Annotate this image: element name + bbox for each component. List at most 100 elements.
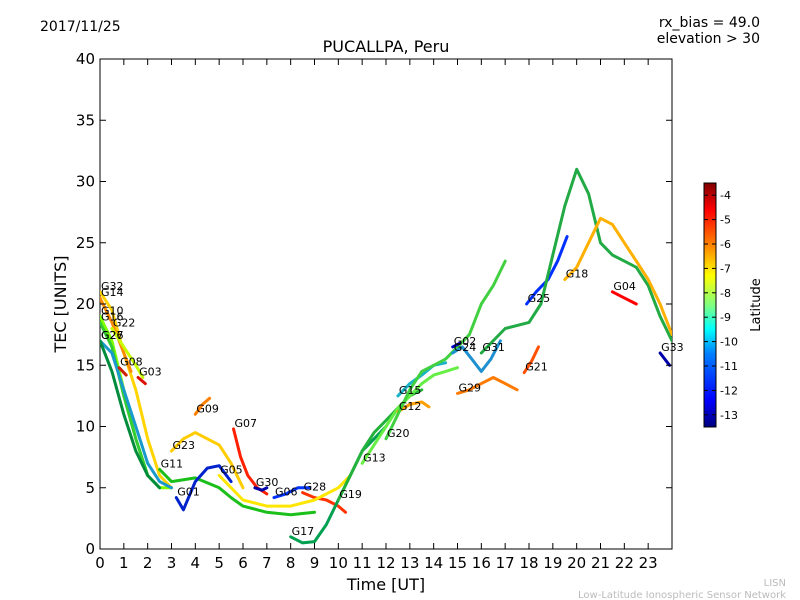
series-line-g29 [456, 376, 519, 395]
y-tick-label: 20 [76, 295, 95, 313]
series-label-g28: G28 [304, 481, 327, 494]
elevation-label: elevation > 30 [657, 31, 760, 47]
series-layer [100, 167, 672, 545]
colorbar-tick-label: -11 [720, 360, 738, 373]
x-tick-label: 1 [119, 554, 129, 572]
series-line-g03 [136, 376, 147, 386]
series-label-g21: G21 [525, 361, 548, 374]
series-label-g12: G12 [399, 400, 422, 413]
series-label-g01: G01 [177, 486, 200, 499]
series-line-g01 [174, 464, 233, 512]
colorbar-tick-label: -10 [720, 336, 738, 349]
x-tick-label: 6 [238, 554, 248, 572]
y-tick-label: 5 [85, 479, 95, 497]
series-line-g22 [110, 327, 145, 379]
x-tick-label: 23 [639, 554, 658, 572]
colorbar-tick-label: -9 [720, 311, 731, 324]
x-tick-label: 22 [615, 554, 634, 572]
y-axis-label: TEC [UNITS] [51, 256, 70, 354]
series-line-g24 [451, 339, 502, 373]
y-tick-label: 30 [76, 173, 95, 191]
y-tick-label: 40 [76, 50, 95, 68]
x-tick-label: 14 [424, 554, 443, 572]
x-tick-label: 20 [567, 554, 586, 572]
colorbar-tick-label: -13 [720, 409, 738, 422]
series-label-g07: G07 [234, 417, 257, 430]
colorbar-ticks: -4 -5 -6 -7 -8 -9 -10 -11 -12 -13 [704, 189, 738, 422]
x-axis-label: Time [UT] [346, 575, 425, 594]
series-line-g21 [522, 345, 540, 375]
series-line-g18 [563, 216, 672, 337]
x-axis: 0 1 2 3 4 5 6 7 8 9 10 11 12 13 14 15 16 17 18 19 20 21 22 23 [95, 59, 658, 572]
x-tick-label: 16 [472, 554, 491, 572]
x-tick-label: 3 [167, 554, 177, 572]
colorbar-tick-label: -4 [720, 189, 731, 202]
date-label: 2017/11/25 [40, 19, 121, 35]
x-tick-label: 4 [191, 554, 201, 572]
series-line-g32 [100, 290, 173, 490]
series-label-g20: G20 [387, 427, 410, 440]
x-tick-label: 21 [591, 554, 610, 572]
x-tick-label: 10 [329, 554, 348, 572]
series-label-g23: G23 [173, 439, 196, 452]
y-tick-label: 25 [76, 234, 95, 252]
series-line-g11 [158, 467, 316, 517]
series-label-g17: G17 [292, 525, 315, 538]
series-line-g04 [610, 290, 638, 306]
x-tick-label: 9 [310, 554, 320, 572]
series-label-g24: G24 [454, 341, 477, 354]
x-tick-label: 17 [496, 554, 515, 572]
colorbar-tick-label: -6 [720, 238, 731, 251]
y-tick-label: 35 [76, 111, 95, 129]
series-line-g26 [100, 339, 162, 490]
series-label-g06: G06 [275, 486, 298, 499]
colorbar-tick-label: -12 [720, 384, 738, 397]
series-label-g14: G14 [101, 286, 124, 299]
series-label-g27: G27 [101, 329, 124, 342]
footer-lisn: LISN [764, 578, 786, 589]
plot-area [99, 58, 673, 550]
series-line-g08 [117, 366, 128, 377]
series-line-g02 [451, 341, 462, 349]
series-label-g32: G32 [101, 280, 124, 293]
series-line-g23 [170, 431, 245, 490]
x-tick-label: 8 [286, 554, 296, 572]
series-line-g30 [253, 486, 269, 492]
x-tick-label: 19 [543, 554, 562, 572]
series-label-g22: G22 [113, 317, 136, 330]
series-label-g08: G08 [120, 356, 143, 369]
series-label-g10: G10 [101, 304, 124, 317]
series-line-g16 [100, 320, 150, 477]
series-label-g19: G19 [339, 488, 362, 501]
series-label-g05: G05 [220, 464, 243, 477]
y-tick-label: 15 [76, 356, 95, 374]
footer-network: Low-Latitude Ionospheric Sensor Network [578, 590, 786, 600]
x-tick-label: 5 [214, 554, 224, 572]
colorbar-tick-label: -8 [720, 287, 731, 300]
series-label-g31: G31 [482, 341, 505, 354]
colorbar-tick-label: -7 [720, 262, 731, 275]
x-tick-label: 11 [353, 554, 372, 572]
series-label-g25: G25 [528, 292, 551, 305]
y-tick-label: 0 [85, 540, 95, 558]
x-tick-label: 13 [400, 554, 419, 572]
series-label-g11: G11 [161, 457, 184, 470]
series-line-g05 [217, 474, 352, 508]
series-line-g31 [479, 167, 672, 355]
series-line-g20 [384, 259, 507, 441]
series-label-g13: G13 [363, 451, 386, 464]
series-label-g29: G29 [459, 381, 482, 394]
series-label-g15: G15 [399, 384, 422, 397]
colorbar-label: Latitude [749, 278, 764, 332]
series-line-g28 [301, 491, 347, 514]
colorbar-tick-label: -5 [720, 214, 731, 227]
series-line-g13 [360, 366, 459, 465]
series-label-g18: G18 [566, 268, 589, 281]
x-tick-label: 18 [519, 554, 538, 572]
x-tick-label: 12 [376, 554, 395, 572]
series-label-g26: G26 [101, 329, 124, 342]
series-label-g02: G02 [454, 335, 477, 348]
series-line-g09 [193, 396, 212, 416]
x-tick-label: 0 [95, 554, 105, 572]
